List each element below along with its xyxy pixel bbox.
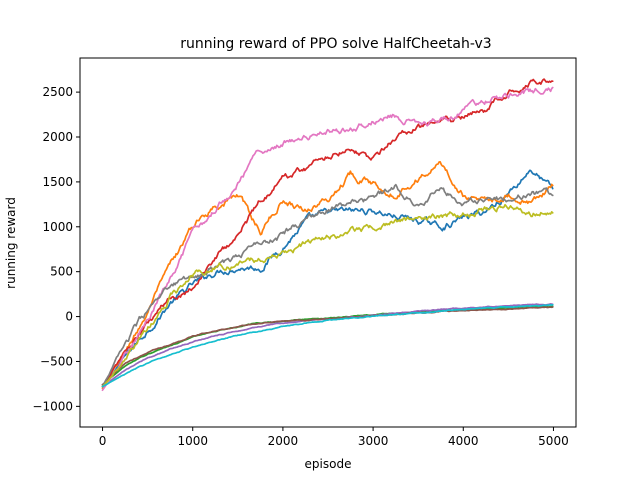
x-tick-label: 0 — [99, 434, 107, 448]
series-line-10 — [101, 303, 554, 388]
series-line-7 — [101, 86, 554, 392]
x-tick-label: 2000 — [268, 434, 299, 448]
y-tick-label: 2500 — [42, 85, 73, 99]
y-axis-label: running reward — [4, 197, 18, 289]
y-tick-label: 2000 — [42, 130, 73, 144]
x-tick-label: 1000 — [177, 434, 208, 448]
y-tick-label: −1000 — [32, 399, 73, 413]
series-line-9 — [101, 203, 554, 388]
x-tick-label: 3000 — [358, 434, 389, 448]
x-axis-ticks: 0 1000 2000 3000 4000 5000 — [99, 427, 569, 448]
series-line-8 — [101, 183, 554, 388]
y-tick-label: 1500 — [42, 175, 73, 189]
y-tick-label: 1000 — [42, 220, 73, 234]
x-axis-label: episode — [305, 457, 352, 471]
x-tick-label: 5000 — [538, 434, 569, 448]
y-tick-label: 0 — [65, 310, 73, 324]
plot-area — [101, 78, 554, 392]
y-axis-ticks: −1000 −500 0 500 1000 1500 2000 2500 — [32, 85, 80, 413]
chart-title: running reward of PPO solve HalfCheetah-… — [180, 36, 491, 52]
series-line-6 — [101, 306, 554, 386]
x-tick-label: 4000 — [448, 434, 479, 448]
plot-frame — [79, 57, 577, 428]
series-line-4 — [101, 78, 554, 388]
y-tick-label: 500 — [50, 265, 73, 279]
y-tick-label: −500 — [40, 354, 73, 368]
series-line-2 — [101, 161, 554, 390]
